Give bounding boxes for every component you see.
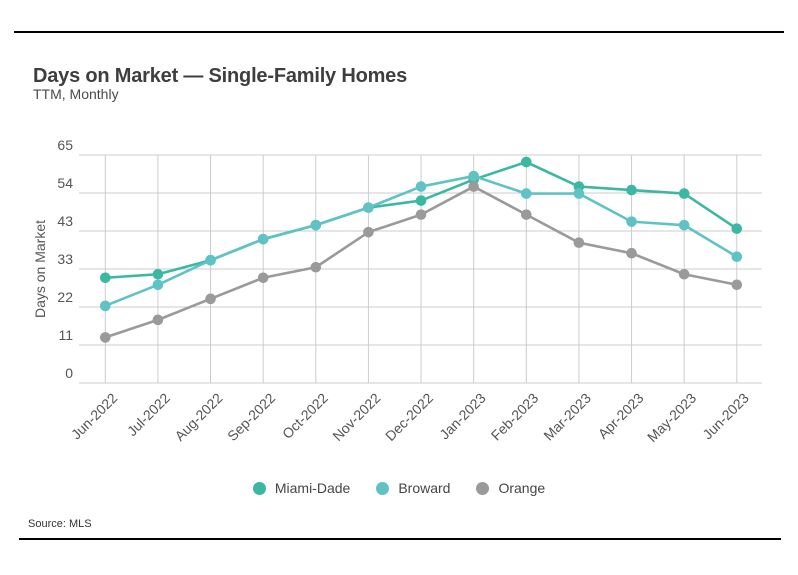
svg-text:33: 33 xyxy=(57,251,73,267)
chart-title: Days on Market — Single-Family Homes xyxy=(33,65,408,88)
series-orange xyxy=(100,181,743,343)
svg-text:54: 54 xyxy=(57,175,73,191)
top-rule xyxy=(14,31,784,33)
legend-item-miami-dade: Miami-Dade xyxy=(252,480,351,496)
svg-text:43: 43 xyxy=(57,213,73,229)
svg-text:Jul-2022: Jul-2022 xyxy=(124,390,173,439)
svg-text:Dec-2022: Dec-2022 xyxy=(382,390,436,444)
svg-text:May-2023: May-2023 xyxy=(644,390,699,445)
svg-text:Sep-2022: Sep-2022 xyxy=(224,390,278,444)
svg-text:Aug-2022: Aug-2022 xyxy=(171,390,225,444)
svg-text:Oct-2022: Oct-2022 xyxy=(279,390,331,442)
y-tick-labels: 0 11 22 33 43 54 65 xyxy=(57,137,73,381)
svg-text:65: 65 xyxy=(57,137,73,153)
bottom-rule xyxy=(19,538,781,540)
legend-label: Miami-Dade xyxy=(274,480,351,496)
svg-text:Jun-2022: Jun-2022 xyxy=(68,390,121,443)
svg-text:22: 22 xyxy=(57,289,73,305)
y-axis-title: Days on Market xyxy=(32,220,48,318)
source-note: Source: MLS xyxy=(28,518,92,530)
gridlines xyxy=(79,154,762,384)
svg-text:Mar-2023: Mar-2023 xyxy=(540,390,594,444)
legend-dot xyxy=(252,481,266,495)
chart-subtitle: TTM, Monthly xyxy=(33,86,119,102)
svg-text:Apr-2023: Apr-2023 xyxy=(595,390,647,442)
legend-item-broward: Broward xyxy=(376,480,450,496)
svg-text:11: 11 xyxy=(58,327,73,343)
series-broward xyxy=(100,170,743,312)
svg-text:Nov-2022: Nov-2022 xyxy=(329,390,383,444)
svg-text:0: 0 xyxy=(65,365,73,381)
legend: Miami-Dade Broward Orange xyxy=(0,480,798,496)
svg-text:Feb-2023: Feb-2023 xyxy=(488,390,542,444)
legend-item-orange: Orange xyxy=(476,480,545,496)
legend-dot xyxy=(476,481,490,495)
legend-label: Orange xyxy=(498,480,546,496)
legend-dot xyxy=(376,481,390,495)
svg-text:Jun-2023: Jun-2023 xyxy=(699,390,752,443)
svg-text:Jan-2023: Jan-2023 xyxy=(436,390,489,443)
legend-label: Broward xyxy=(398,480,451,496)
